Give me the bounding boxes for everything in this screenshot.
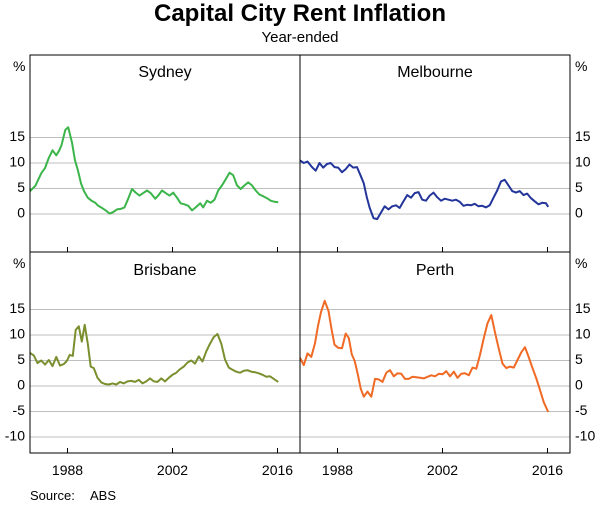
series-line-sydney	[29, 126, 279, 215]
unit-label-bottom-left: %	[13, 255, 25, 271]
y-tick-label: 10	[575, 154, 591, 170]
panel-title-perth: Perth	[416, 262, 454, 279]
y-tick-label: 15	[575, 128, 591, 144]
x-tick-label: 1988	[322, 462, 353, 478]
y-tick-label: -10	[575, 428, 595, 444]
panel-frame-top-left	[29, 54, 301, 253]
chart-subtitle: Year-ended	[261, 29, 339, 46]
x-tick-label: 2002	[427, 462, 458, 478]
unit-label-top-left: %	[13, 58, 25, 74]
y-tick-label: 0	[17, 205, 25, 221]
y-tick-label: 10	[575, 326, 591, 342]
x-tick-label: 2002	[157, 462, 188, 478]
y-tick-label: 5	[17, 351, 25, 367]
y-tick-label: 0	[575, 205, 583, 221]
panel-title-sydney: Sydney	[138, 64, 191, 81]
x-tick-label: 2016	[262, 462, 293, 478]
source-value: ABS	[90, 488, 117, 503]
x-tick-label: 2016	[532, 462, 563, 478]
y-tick-label: 15	[575, 300, 591, 316]
y-tick-label: 0	[17, 377, 25, 393]
series-line-melbourne	[299, 159, 550, 221]
panel-title-brisbane: Brisbane	[133, 262, 196, 279]
x-tick-label: 1988	[52, 462, 83, 478]
y-tick-label: 5	[575, 179, 583, 195]
y-tick-label: 5	[17, 179, 25, 195]
y-tick-label: 15	[9, 128, 25, 144]
chart-title: Capital City Rent Inflation	[153, 0, 446, 27]
series-line-brisbane	[29, 323, 279, 386]
y-tick-label: 5	[575, 351, 583, 367]
panel-frame-bottom-left	[29, 251, 301, 454]
panel-title-melbourne: Melbourne	[397, 64, 473, 81]
source-label: Source:	[30, 488, 75, 503]
y-tick-label: -5	[13, 402, 26, 418]
y-tick-label: 10	[9, 326, 25, 342]
unit-label-bottom-right: %	[575, 255, 587, 271]
tick-labels: 15 10 5 0 15 10 5 0 15 10 5 0 -5 -10 15 10 5 0 -5 -10 1988 20…	[5, 128, 596, 478]
panel-frame-top-right	[299, 54, 571, 253]
panel-frame-bottom-right	[299, 251, 571, 454]
series-line-perth	[299, 299, 550, 413]
y-tick-label: 15	[9, 300, 25, 316]
y-tick-label: -10	[5, 428, 25, 444]
axis-ticks	[67, 247, 548, 453]
panel-frames	[29, 54, 571, 454]
y-tick-label: 10	[9, 154, 25, 170]
y-tick-label: -5	[575, 402, 588, 418]
series-lines	[29, 126, 550, 413]
unit-label-top-right: %	[575, 58, 587, 74]
y-tick-label: 0	[575, 377, 583, 393]
source-note: Source: ABS	[30, 487, 116, 505]
